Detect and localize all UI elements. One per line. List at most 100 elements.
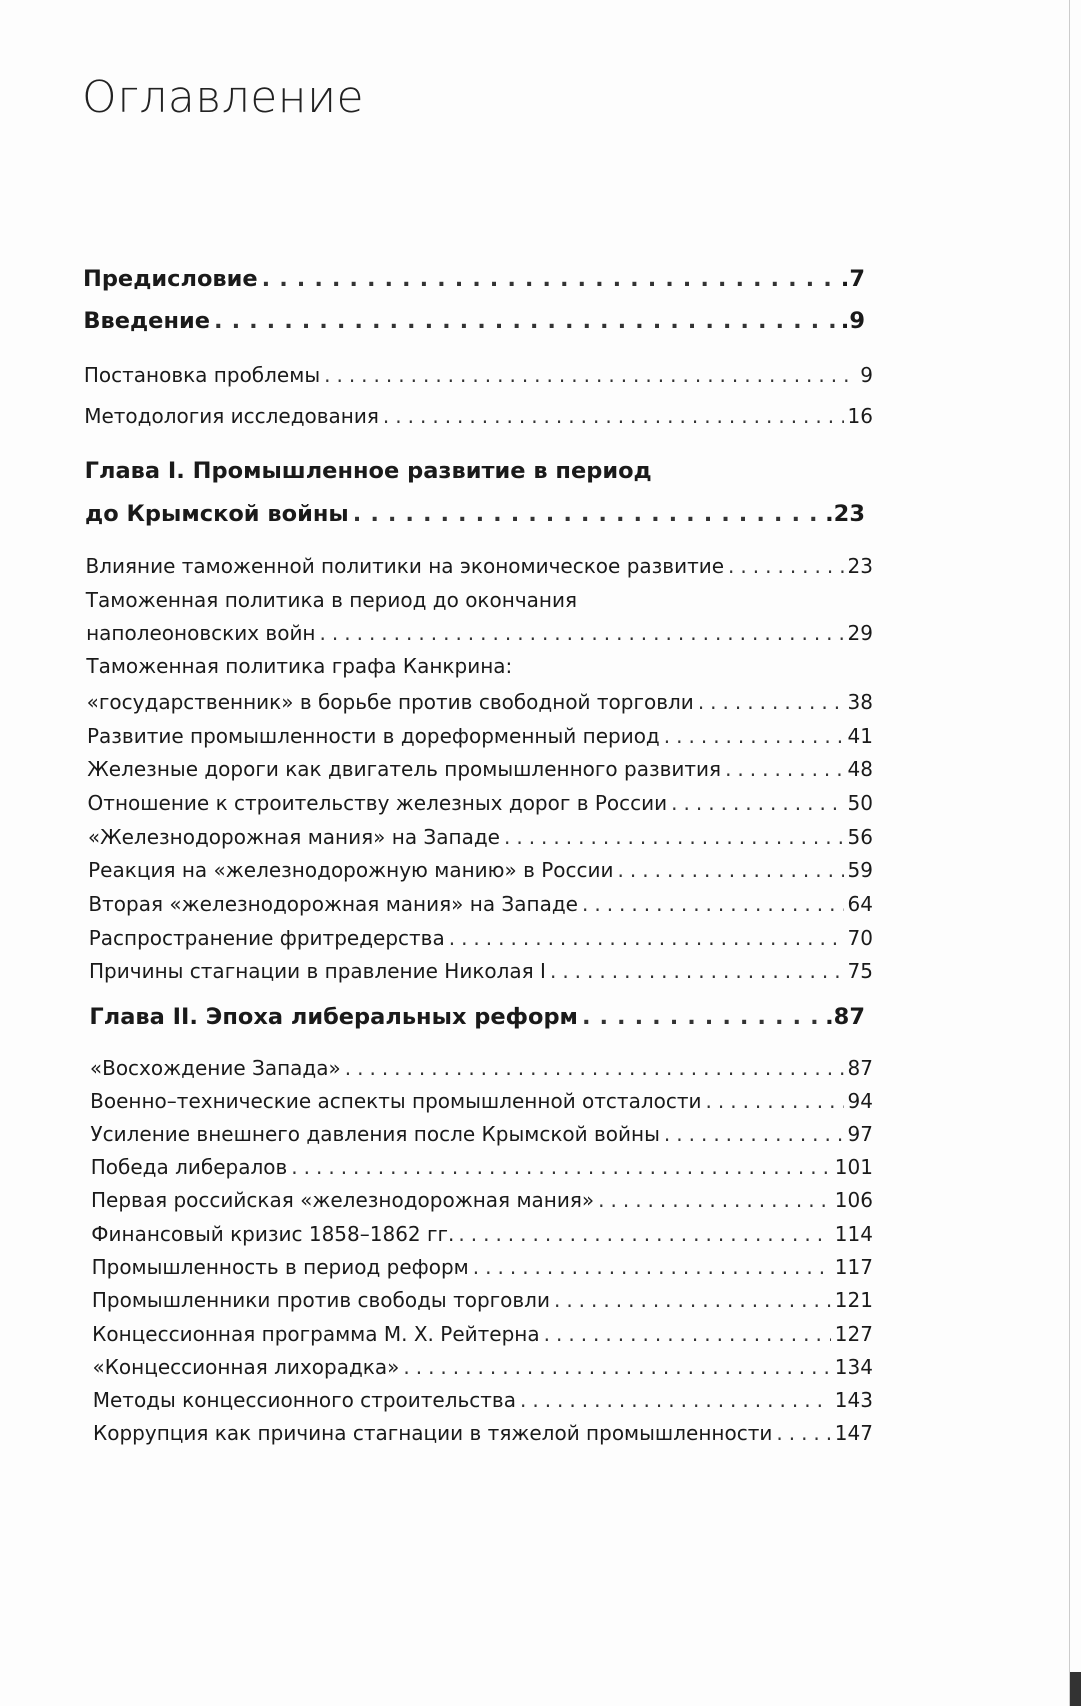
toc-entry-title: Таможенная политика графа Канкрина: [86,654,513,678]
toc-page-number: 56 [847,825,873,849]
toc-page-number: .9 [840,308,865,334]
toc-section: Военно–технические аспекты промышленной … [90,1089,873,1113]
dot-leader: ........................................… [617,858,844,882]
toc-section: Промышленники против свободы торговли...… [92,1288,873,1312]
toc-entry-title: Железные дороги как двигатель промышленн… [87,757,722,781]
toc-chapter: Глава II. Эпоха либеральных реформ......… [89,1004,865,1030]
toc-entry-title: наполеоновских войн [86,621,316,645]
toc-entry-title: «Восхождение Запада» [89,1056,341,1080]
toc-section: Реакция на «железнодорожную манию» в Рос… [88,858,873,882]
toc-entry-title: Концессионная программа М. Х. Рейтерна [92,1322,540,1346]
toc-entry-title: «Железнодорожная мания» на Западе [87,825,500,849]
toc-page-number: 147 [834,1421,873,1445]
toc-page-number: 127 [834,1322,873,1346]
page-edge [1069,0,1070,1706]
toc-page-number: 134 [834,1355,873,1379]
dot-leader: ........................................… [324,363,856,387]
dot-leader: ........................................… [725,757,843,781]
toc-page-number: .7 [840,266,865,292]
toc-page-number: 121 [834,1288,873,1312]
toc-section: Таможенная политика графа Канкрина: [86,654,512,678]
toc-page-number: 9 [860,363,873,387]
dot-leader: ........................................… [472,1255,831,1279]
toc-page-number: 94 [847,1089,873,1113]
toc-page-number: 48 [847,757,873,781]
toc-section: Усиление внешнего давления после Крымско… [90,1122,873,1146]
toc-entry-title: Методы концессионного строительства [92,1388,516,1412]
toc-entry-title: Отношение к строительству железных дорог… [87,791,668,815]
dot-leader: ........................................… [776,1421,830,1445]
toc-entry-title: Вторая «железнодорожная мания» на Западе [88,892,578,916]
toc-section: «Восхождение Запада»....................… [90,1056,873,1080]
toc-entry-title: Распространение фритредерства [88,926,445,950]
toc-section: Таможенная политика в период до окончани… [86,588,577,612]
dot-leader: ........................................… [291,1155,831,1179]
toc-chapter: Глава I. Промышленное развитие в период [85,458,652,484]
toc-entry-title: «Концессионная лихорадка» [92,1355,400,1379]
toc-entry-title: Коррупция как причина стагнации в тяжело… [93,1421,773,1445]
toc-entry-title: Глава II. Эпоха либеральных реформ [89,1004,578,1030]
toc-page-number: 87 [847,1056,873,1080]
toc-section: Железные дороги как двигатель промышленн… [87,757,873,781]
toc-entry-title: до Крымской войны [85,501,349,527]
toc-entry-title: Предисловие [83,266,258,292]
toc-page-number: 70 [847,926,873,950]
dot-leader: ........................................… [553,1288,831,1312]
toc-page-number: 64 [847,892,873,916]
scan-shadow [1070,1672,1081,1706]
toc-section: наполеоновских войн.....................… [86,621,873,645]
toc-entry-title: Промышленники против свободы торговли [91,1288,550,1312]
toc-entry-title: Победа либералов [90,1155,288,1179]
dot-leader: ........................................… [581,1004,822,1030]
toc-entry-title: Методология исследования [84,404,379,428]
toc-entry-title: Введение [83,308,211,334]
toc-chapter: Введение................................… [83,308,865,334]
toc-entry-title: Развитие промышленности в дореформенный … [86,724,660,748]
toc-entry-title: Влияние таможенной политики на экономиче… [85,554,725,578]
toc-page-number: .87 [825,1004,865,1030]
toc-section: Распространение фритредерства...........… [89,926,873,950]
dot-leader: ........................................… [543,1322,831,1346]
toc-chapter: Предисловие.............................… [83,266,865,292]
toc-section: Влияние таможенной политики на экономиче… [85,554,873,578]
toc-section: Методы концессионного строительства.....… [93,1388,873,1412]
toc-entry-title: Финансовый кризис 1858–1862 гг. [91,1222,455,1246]
page-title: Оглавление [82,72,365,123]
toc-page-number: 29 [847,621,873,645]
toc-page-number: 97 [847,1122,873,1146]
toc-section: Постановка проблемы.....................… [84,363,873,387]
toc-chapter: до Крымской войны.......................… [85,501,865,527]
toc-section: Первая российская «железнодорожная мания… [91,1188,873,1212]
toc-section: «Концессионная лихорадка»...............… [92,1355,873,1379]
dot-leader: ........................................… [214,308,837,334]
toc-entry-title: Усиление внешнего давления после Крымско… [90,1122,660,1146]
toc-entry-title: Причины стагнации в правление Николая I [89,959,546,983]
dot-leader: ........................................… [705,1089,844,1113]
dot-leader: ........................................… [503,825,844,849]
dot-leader: ........................................… [581,892,844,916]
toc-page-number: .23 [825,501,865,527]
toc-page-number: 114 [834,1222,873,1246]
toc-section: Промышленность в период реформ..........… [92,1255,873,1279]
toc-entry-title: Промышленность в период реформ [91,1255,469,1279]
toc-section: «Железнодорожная мания» на Западе.......… [88,825,873,849]
dot-leader: ........................................… [549,959,844,983]
dot-leader: ........................................… [448,926,844,950]
toc-entry-title: «государственник» в борьбе против свобод… [86,690,694,714]
dot-leader: ........................................… [261,266,837,292]
toc-entry-title: Постановка проблемы [83,363,321,387]
dot-leader: ........................................… [458,1222,830,1246]
toc-section: Методология исследования................… [84,404,873,428]
toc-page-number: 16 [847,404,873,428]
toc-section: Финансовый кризис 1858–1862 гг..........… [91,1222,873,1246]
toc-section: Коррупция как причина стагнации в тяжело… [93,1421,873,1445]
toc-entry-title: Глава I. Промышленное развитие в период [84,458,652,484]
dot-leader: ........................................… [663,1122,844,1146]
toc-page-number: 38 [847,690,873,714]
dot-leader: ........................................… [671,791,844,815]
toc-page-number: 75 [847,959,873,983]
dot-leader: ........................................… [598,1188,831,1212]
toc-page-number: 106 [834,1188,873,1212]
toc-page-number: 143 [834,1388,873,1412]
toc-section: Победа либералов........................… [91,1155,873,1179]
